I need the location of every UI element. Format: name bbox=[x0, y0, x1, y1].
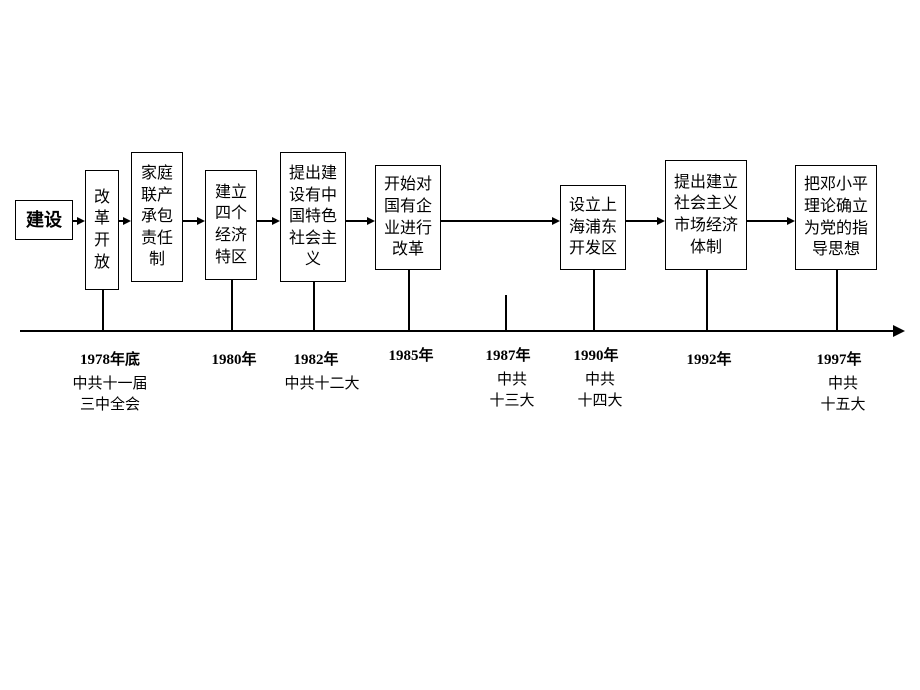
timeline-diagram: 建设 改 革 开 放家庭 联产 承包 责任 制建立 四个 经济 特区提出建 设有… bbox=[0, 0, 920, 690]
timeline-tick bbox=[313, 282, 315, 330]
event-sublabel: 中共十二大 bbox=[272, 374, 372, 395]
event-box: 建立 四个 经济 特区 bbox=[205, 170, 257, 280]
year-label: 1992年 bbox=[679, 350, 739, 371]
start-box: 建设 bbox=[15, 200, 73, 240]
connector-arrowhead bbox=[552, 217, 560, 225]
timeline-axis bbox=[20, 330, 895, 332]
event-sublabel: 中共 十五大 bbox=[813, 374, 873, 416]
timeline-tick bbox=[505, 295, 507, 330]
year-label: 1980年 bbox=[204, 350, 264, 371]
timeline-arrowhead bbox=[893, 325, 905, 337]
connector-arrowhead bbox=[123, 217, 131, 225]
event-box-text: 提出建 设有中 国特色 社会主 义 bbox=[285, 163, 341, 271]
connector-arrowhead bbox=[272, 217, 280, 225]
connector-arrowhead bbox=[367, 217, 375, 225]
event-box: 改 革 开 放 bbox=[85, 170, 119, 290]
event-box: 提出建立 社会主义 市场经济 体制 bbox=[665, 160, 747, 270]
timeline-tick bbox=[408, 270, 410, 330]
year-label: 1987年 bbox=[478, 346, 538, 367]
year-label: 1978年底 bbox=[70, 350, 150, 371]
year-label: 1997年 bbox=[809, 350, 869, 371]
connector-line bbox=[626, 220, 657, 222]
year-label: 1985年 bbox=[381, 346, 441, 367]
event-sublabel: 中共十一届 三中全会 bbox=[60, 374, 160, 416]
connector-arrowhead bbox=[77, 217, 85, 225]
event-sublabel: 中共 十三大 bbox=[482, 370, 542, 412]
event-box-text: 改 革 开 放 bbox=[90, 187, 114, 273]
start-box-text: 建设 bbox=[26, 208, 62, 232]
timeline-tick bbox=[836, 270, 838, 330]
timeline-tick bbox=[706, 270, 708, 330]
year-label: 1990年 bbox=[566, 346, 626, 367]
event-sublabel: 中共 十四大 bbox=[570, 370, 630, 412]
event-box: 设立上 海浦东 开发区 bbox=[560, 185, 626, 270]
connector-arrowhead bbox=[787, 217, 795, 225]
event-box: 提出建 设有中 国特色 社会主 义 bbox=[280, 152, 346, 282]
connector-line bbox=[346, 220, 367, 222]
timeline-tick bbox=[231, 280, 233, 330]
event-box: 开始对 国有企 业进行 改革 bbox=[375, 165, 441, 270]
event-box: 家庭 联产 承包 责任 制 bbox=[131, 152, 183, 282]
event-box-text: 开始对 国有企 业进行 改革 bbox=[380, 174, 436, 260]
connector-line bbox=[747, 220, 787, 222]
connector-line bbox=[257, 220, 272, 222]
event-box-text: 建立 四个 经济 特区 bbox=[210, 182, 252, 268]
connector-line bbox=[441, 220, 552, 222]
event-box-text: 把邓小平 理论确立 为党的指 导思想 bbox=[800, 174, 872, 260]
event-box-text: 提出建立 社会主义 市场经济 体制 bbox=[670, 172, 742, 258]
connector-arrowhead bbox=[197, 217, 205, 225]
timeline-tick bbox=[593, 270, 595, 330]
year-label: 1982年 bbox=[286, 350, 346, 371]
event-box: 把邓小平 理论确立 为党的指 导思想 bbox=[795, 165, 877, 270]
connector-arrowhead bbox=[657, 217, 665, 225]
connector-line bbox=[183, 220, 197, 222]
event-box-text: 家庭 联产 承包 责任 制 bbox=[136, 163, 178, 271]
event-box-text: 设立上 海浦东 开发区 bbox=[565, 195, 621, 260]
timeline-tick bbox=[102, 290, 104, 330]
